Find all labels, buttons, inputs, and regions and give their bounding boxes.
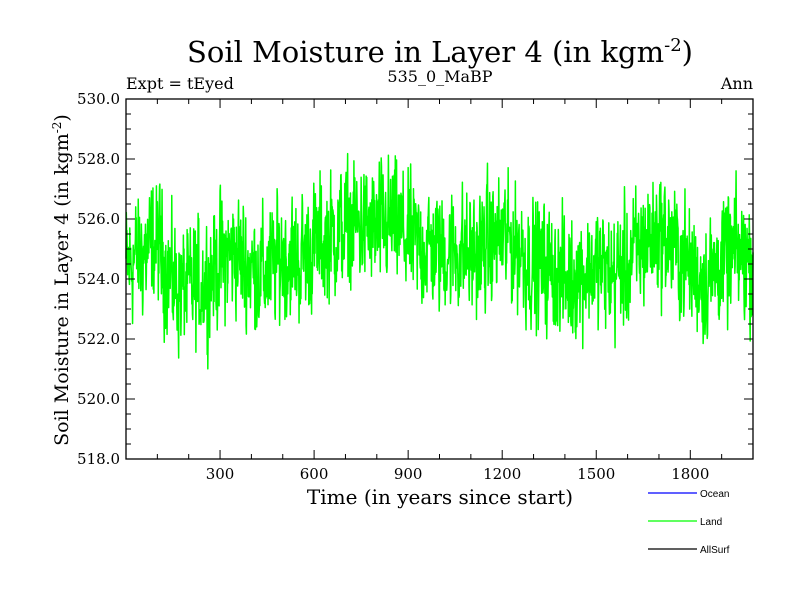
- y-axis-label: Soil Moisture in Layer 4 (in kgm-2): [50, 114, 73, 446]
- x-tick-label: 300: [206, 465, 235, 483]
- y-tick-label: 518.0: [77, 450, 120, 468]
- legend: Ocean Land AllSurf: [648, 489, 730, 556]
- legend-label-land: Land: [700, 517, 722, 528]
- x-tick-label: 1500: [577, 465, 615, 483]
- legend-label-allsurf: AllSurf: [700, 545, 730, 556]
- y-tick-label: 522.0: [77, 330, 120, 348]
- axis-layer: 300 600 900 1200 1500 1800 518.0 520.0 522.0 524.…: [77, 90, 754, 483]
- subtitle-center: 535_0_MaBP: [387, 67, 492, 86]
- subtitle-right: Ann: [720, 74, 753, 93]
- series-layer: [125, 152, 754, 370]
- chart-title: Soil Moisture in Layer 4 (in kgm-2): [187, 35, 693, 69]
- x-tick-label: 1200: [483, 465, 521, 483]
- x-tick-label: 1800: [671, 465, 709, 483]
- series-line-land: [125, 152, 754, 370]
- y-tick-label: 524.0: [77, 270, 120, 288]
- x-axis-label: Time (in years since start): [307, 485, 573, 509]
- x-tick-label: 900: [394, 465, 423, 483]
- y-tick-label: 528.0: [77, 150, 120, 168]
- legend-label-ocean: Ocean: [700, 489, 729, 500]
- y-tick-label: 520.0: [77, 390, 120, 408]
- y-tick-label: 530.0: [77, 90, 120, 108]
- y-tick-label: 526.0: [77, 210, 120, 228]
- x-tick-label: 600: [300, 465, 329, 483]
- subtitle-left: Expt = tEyed: [126, 74, 234, 93]
